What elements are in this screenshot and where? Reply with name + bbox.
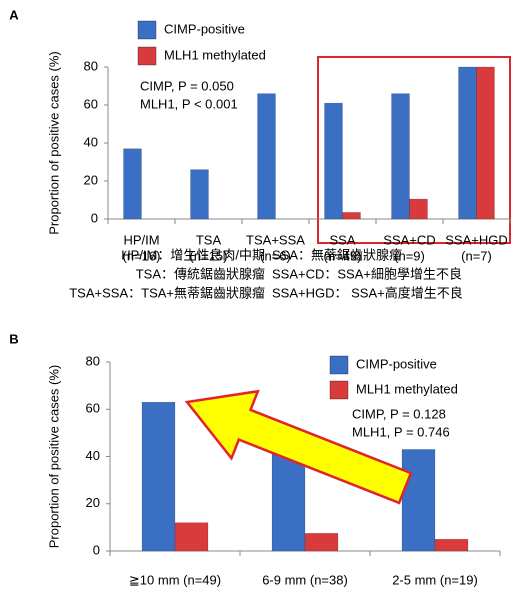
- bar: [401, 449, 436, 552]
- note: SSA+CD：SSA+細胞學增生不良: [272, 266, 462, 281]
- x-tick-label: SSA: [329, 232, 355, 247]
- y-tick-label: 40: [84, 134, 98, 149]
- x-tick-count: (n=9): [394, 248, 425, 263]
- x-tick-label: ≧10 mm (n=49): [129, 572, 221, 587]
- bar: [391, 93, 410, 220]
- bar: [190, 169, 209, 220]
- x-tick-count: (n=49): [324, 248, 362, 263]
- y-tick-label: 60: [86, 401, 100, 416]
- bar: [324, 102, 343, 220]
- annotation: CIMP, P = 0.128: [352, 406, 446, 421]
- x-tick-label: 2-5 mm (n=19): [392, 572, 478, 587]
- x-tick-label: TSA: [196, 232, 222, 247]
- x-tick-count: (n=15): [190, 248, 228, 263]
- y-tick-label: 0: [91, 210, 98, 225]
- note: SSA+HGD： SSA+高度增生不良: [272, 285, 463, 300]
- bar: [342, 212, 361, 220]
- annotation: CIMP, P = 0.050: [140, 78, 234, 93]
- highlight-box: [317, 56, 511, 244]
- x-tick-count: (n=7): [461, 248, 492, 263]
- annotation: MLH1, P < 0.001: [140, 96, 238, 111]
- panel-label: A: [9, 7, 19, 22]
- x-tick-count: (n=6): [260, 248, 291, 263]
- legend-swatch: [329, 380, 349, 400]
- bar: [409, 198, 428, 220]
- bar: [476, 66, 495, 220]
- y-tick-label: 60: [84, 96, 98, 111]
- y-tick-label: 20: [86, 495, 100, 510]
- bar: [304, 533, 339, 552]
- bar: [141, 401, 176, 552]
- x-tick-label: 6-9 mm (n=38): [262, 572, 348, 587]
- y-tick-label: 80: [86, 353, 100, 368]
- note: TSA+SSA：TSA+無蒂鋸齒狀腺瘤: [69, 285, 265, 300]
- legend-swatch: [137, 20, 157, 40]
- y-tick-label: 20: [84, 172, 98, 187]
- y-tick-label: 80: [84, 58, 98, 73]
- y-tick-label: 0: [93, 542, 100, 557]
- legend-label: MLH1 methylated: [356, 381, 458, 396]
- y-tick-label: 40: [86, 448, 100, 463]
- legend-label: CIMP-positive: [164, 21, 245, 36]
- bar: [458, 66, 477, 220]
- y-axis-label: Proportion of positive cases (%): [46, 51, 61, 235]
- legend-label: MLH1 methylated: [164, 47, 266, 62]
- bar: [123, 148, 142, 220]
- bar: [434, 538, 469, 552]
- note: SSA：無蒂鋸齒狀腺瘤: [272, 247, 402, 262]
- legend-label: CIMP-positive: [356, 356, 437, 371]
- bar: [257, 93, 276, 220]
- x-tick-label: SSA+CD: [383, 232, 435, 247]
- panel-label: B: [9, 331, 18, 346]
- x-tick-label: HP/IM: [123, 232, 159, 247]
- note: HP/IM：增生性息肉/中期: [121, 247, 265, 262]
- x-tick-label: TSA+SSA: [246, 232, 305, 247]
- legend-swatch: [137, 46, 157, 66]
- annotation: MLH1, P = 0.746: [352, 424, 450, 439]
- legend-swatch: [329, 355, 349, 375]
- y-axis-label: Proportion of positive cases (%): [46, 365, 61, 549]
- x-tick-label: SSA+HGD: [445, 232, 508, 247]
- bar: [174, 522, 209, 552]
- note: TSA：傳統鋸齒狀腺瘤: [136, 266, 265, 281]
- arrow: [184, 389, 413, 505]
- x-tick-count: (n=16): [123, 248, 161, 263]
